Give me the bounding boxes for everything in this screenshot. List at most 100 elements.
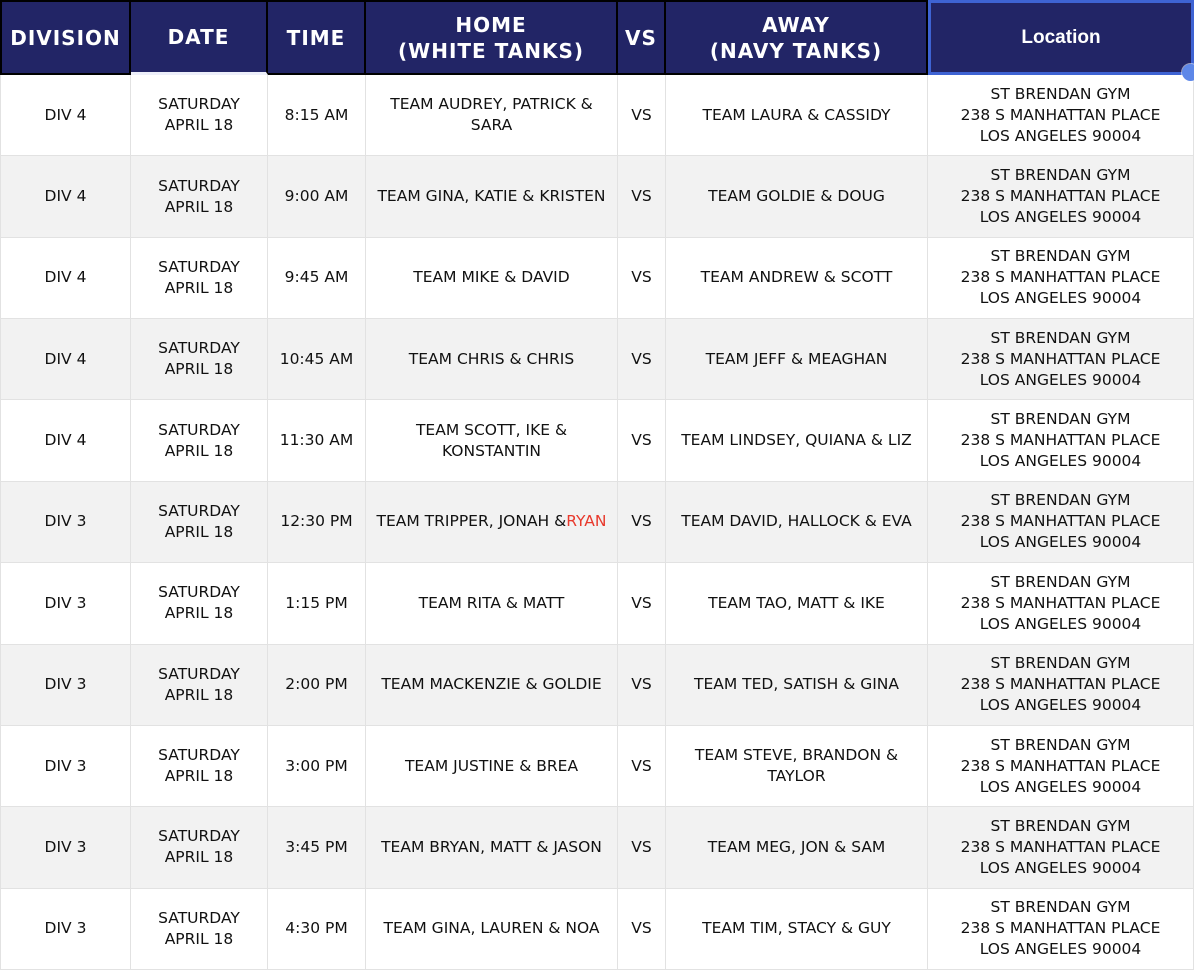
header-time[interactable]: TIME	[268, 0, 366, 75]
cell-vs[interactable]: VS	[618, 888, 666, 970]
cell-home-team[interactable]: TEAM MACKENZIE & GOLDIE	[366, 644, 618, 726]
cell-vs[interactable]: VS	[618, 807, 666, 889]
cell-date[interactable]: SATURDAY APRIL 18	[131, 319, 268, 401]
cell-away-team[interactable]: TEAM STEVE, BRANDON & TAYLOR	[666, 725, 928, 808]
cell-location[interactable]: ST BRENDAN GYM 238 S MANHATTAN PLACE LOS…	[928, 807, 1194, 889]
cell-division[interactable]: DIV 4	[0, 237, 131, 320]
cell-date[interactable]: SATURDAY APRIL 18	[131, 888, 268, 970]
cell-division[interactable]: DIV 4	[0, 75, 131, 157]
cell-time[interactable]: 8:15 AM	[268, 75, 366, 157]
cell-home-team[interactable]: TEAM SCOTT, IKE & KONSTANTIN	[366, 400, 618, 482]
selection-handle[interactable]	[1182, 64, 1194, 81]
cell-away-team[interactable]: TEAM JEFF & MEAGHAN	[666, 319, 928, 401]
cell-vs[interactable]: VS	[618, 725, 666, 808]
table-row: DIV 4 SATURDAY APRIL 18 9:45 AM TEAM MIK…	[0, 237, 1194, 320]
table-body: DIV 4 SATURDAY APRIL 18 8:15 AM TEAM AUD…	[0, 75, 1194, 970]
cell-away-team[interactable]: TEAM TED, SATISH & GINA	[666, 644, 928, 726]
table-row: DIV 3 SATURDAY APRIL 18 1:15 PM TEAM RIT…	[0, 563, 1194, 645]
cell-division[interactable]: DIV 4	[0, 319, 131, 401]
cell-time[interactable]: 12:30 PM	[268, 481, 366, 564]
cell-home-team[interactable]: TEAM GINA, LAUREN & NOA	[366, 888, 618, 970]
cell-location[interactable]: ST BRENDAN GYM 238 S MANHATTAN PLACE LOS…	[928, 725, 1194, 808]
cell-time[interactable]: 9:45 AM	[268, 237, 366, 320]
cell-location[interactable]: ST BRENDAN GYM 238 S MANHATTAN PLACE LOS…	[928, 75, 1194, 157]
cell-division[interactable]: DIV 4	[0, 400, 131, 482]
cell-division[interactable]: DIV 3	[0, 888, 131, 970]
cell-vs[interactable]: VS	[618, 563, 666, 645]
cell-home-team[interactable]: TEAM MIKE & DAVID	[366, 237, 618, 320]
cell-vs[interactable]: VS	[618, 75, 666, 157]
table-row: DIV 4 SATURDAY APRIL 18 10:45 AM TEAM CH…	[0, 319, 1194, 401]
cell-time[interactable]: 3:00 PM	[268, 725, 366, 808]
cell-location[interactable]: ST BRENDAN GYM 238 S MANHATTAN PLACE LOS…	[928, 156, 1194, 238]
cell-time[interactable]: 3:45 PM	[268, 807, 366, 889]
cell-home-team[interactable]: TEAM JUSTINE & BREA	[366, 725, 618, 808]
cell-time[interactable]: 2:00 PM	[268, 644, 366, 726]
cell-time[interactable]: 1:15 PM	[268, 563, 366, 645]
cell-division[interactable]: DIV 3	[0, 644, 131, 726]
table-row: DIV 4 SATURDAY APRIL 18 9:00 AM TEAM GIN…	[0, 156, 1194, 238]
cell-away-team[interactable]: TEAM TAO, MATT & IKE	[666, 563, 928, 645]
header-date[interactable]: DATE	[131, 0, 268, 75]
cell-home-team[interactable]: TEAM TRIPPER, JONAH & RYAN	[366, 481, 618, 564]
cell-home-team[interactable]: TEAM CHRIS & CHRIS	[366, 319, 618, 401]
cell-location[interactable]: ST BRENDAN GYM 238 S MANHATTAN PLACE LOS…	[928, 481, 1194, 564]
cell-date[interactable]: SATURDAY APRIL 18	[131, 644, 268, 726]
cell-away-team[interactable]: TEAM GOLDIE & DOUG	[666, 156, 928, 238]
cell-date[interactable]: SATURDAY APRIL 18	[131, 563, 268, 645]
cell-date[interactable]: SATURDAY APRIL 18	[131, 400, 268, 482]
cell-division[interactable]: DIV 3	[0, 563, 131, 645]
cell-away-team[interactable]: TEAM MEG, JON & SAM	[666, 807, 928, 889]
cell-date[interactable]: SATURDAY APRIL 18	[131, 725, 268, 808]
cell-vs[interactable]: VS	[618, 237, 666, 320]
cell-away-team[interactable]: TEAM TIM, STACY & GUY	[666, 888, 928, 970]
cell-division[interactable]: DIV 3	[0, 807, 131, 889]
cell-home-team[interactable]: TEAM BRYAN, MATT & JASON	[366, 807, 618, 889]
cell-date[interactable]: SATURDAY APRIL 18	[131, 75, 268, 157]
header-division[interactable]: DIVISION	[0, 0, 131, 75]
highlighted-player-name: RYAN	[566, 512, 607, 531]
header-home[interactable]: HOME (WHITE TANKS)	[366, 0, 618, 75]
cell-date[interactable]: SATURDAY APRIL 18	[131, 156, 268, 238]
cell-vs[interactable]: VS	[618, 156, 666, 238]
cell-vs[interactable]: VS	[618, 644, 666, 726]
table-row: DIV 4 SATURDAY APRIL 18 8:15 AM TEAM AUD…	[0, 75, 1194, 157]
header-location-selected-cell[interactable]: Location	[928, 0, 1194, 81]
table-header-row: DIVISION DATE TIME HOME (WHITE TANKS) VS…	[0, 0, 1194, 81]
cell-division[interactable]: DIV 3	[0, 481, 131, 564]
cell-time[interactable]: 10:45 AM	[268, 319, 366, 401]
cell-location[interactable]: ST BRENDAN GYM 238 S MANHATTAN PLACE LOS…	[928, 319, 1194, 401]
cell-home-team[interactable]: TEAM RITA & MATT	[366, 563, 618, 645]
cell-date[interactable]: SATURDAY APRIL 18	[131, 237, 268, 320]
cell-location[interactable]: ST BRENDAN GYM 238 S MANHATTAN PLACE LOS…	[928, 237, 1194, 320]
table-row: DIV 4 SATURDAY APRIL 18 11:30 AM TEAM SC…	[0, 400, 1194, 482]
table-row: DIV 3 SATURDAY APRIL 18 3:00 PM TEAM JUS…	[0, 725, 1194, 808]
cell-home-team[interactable]: TEAM GINA, KATIE & KRISTEN	[366, 156, 618, 238]
cell-location[interactable]: ST BRENDAN GYM 238 S MANHATTAN PLACE LOS…	[928, 888, 1194, 970]
header-vs[interactable]: VS	[618, 0, 666, 75]
cell-division[interactable]: DIV 4	[0, 156, 131, 238]
table-row: DIV 3 SATURDAY APRIL 18 3:45 PM TEAM BRY…	[0, 807, 1194, 889]
cell-time[interactable]: 4:30 PM	[268, 888, 366, 970]
cell-time[interactable]: 11:30 AM	[268, 400, 366, 482]
cell-location[interactable]: ST BRENDAN GYM 238 S MANHATTAN PLACE LOS…	[928, 563, 1194, 645]
header-away[interactable]: AWAY (NAVY TANKS)	[666, 0, 928, 75]
cell-away-team[interactable]: TEAM ANDREW & SCOTT	[666, 237, 928, 320]
cell-date[interactable]: SATURDAY APRIL 18	[131, 481, 268, 564]
cell-away-team[interactable]: TEAM DAVID, HALLOCK & EVA	[666, 481, 928, 564]
cell-vs[interactable]: VS	[618, 481, 666, 564]
cell-away-team[interactable]: TEAM LINDSEY, QUIANA & LIZ	[666, 400, 928, 482]
cell-vs[interactable]: VS	[618, 319, 666, 401]
header-location-label: Location	[1021, 26, 1101, 48]
table-row: DIV 3 SATURDAY APRIL 18 2:00 PM TEAM MAC…	[0, 644, 1194, 726]
cell-home-team[interactable]: TEAM AUDREY, PATRICK & SARA	[366, 75, 618, 157]
cell-vs[interactable]: VS	[618, 400, 666, 482]
cell-location[interactable]: ST BRENDAN GYM 238 S MANHATTAN PLACE LOS…	[928, 400, 1194, 482]
cell-division[interactable]: DIV 3	[0, 725, 131, 808]
table-row: DIV 3 SATURDAY APRIL 18 12:30 PM TEAM TR…	[0, 481, 1194, 564]
cell-date[interactable]: SATURDAY APRIL 18	[131, 807, 268, 889]
cell-location[interactable]: ST BRENDAN GYM 238 S MANHATTAN PLACE LOS…	[928, 644, 1194, 726]
cell-time[interactable]: 9:00 AM	[268, 156, 366, 238]
cell-away-team[interactable]: TEAM LAURA & CASSIDY	[666, 75, 928, 157]
